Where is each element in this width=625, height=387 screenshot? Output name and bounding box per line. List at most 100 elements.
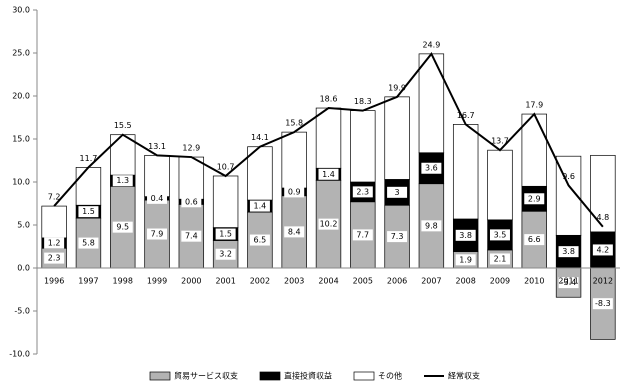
data-label: 3.8 bbox=[455, 229, 476, 241]
data-label: 17.9 bbox=[525, 101, 543, 110]
y-tick-label: 15.0 bbox=[12, 135, 30, 144]
x-tick-label: 1996 bbox=[44, 277, 64, 286]
data-label: 3.2 bbox=[219, 250, 232, 259]
data-label: 0.9 bbox=[284, 186, 305, 198]
data-label: 3 bbox=[387, 186, 408, 198]
data-label-box bbox=[249, 234, 270, 246]
data-label: 7.4 bbox=[181, 230, 202, 242]
data-label: 10.2 bbox=[318, 218, 339, 230]
x-tick-label: 2011 bbox=[558, 277, 578, 286]
data-label: 1.4 bbox=[254, 202, 267, 211]
data-label: 3.6 bbox=[425, 164, 438, 173]
data-label: 0.4 bbox=[147, 192, 168, 204]
data-label-box bbox=[284, 186, 305, 198]
y-tick-label: 30.0 bbox=[12, 6, 30, 15]
data-label: 2.3 bbox=[356, 187, 369, 196]
data-label: 2.3 bbox=[48, 254, 61, 263]
legend-swatch bbox=[259, 371, 281, 381]
line bbox=[53, 51, 604, 228]
data-label: 1.5 bbox=[215, 228, 236, 240]
data-label: 1.5 bbox=[82, 207, 95, 216]
data-label: 7.7 bbox=[356, 230, 369, 239]
data-label-box bbox=[387, 186, 408, 198]
data-label: 0.6 bbox=[181, 196, 202, 208]
data-label-box bbox=[318, 218, 339, 230]
x-tick-label: 2008 bbox=[455, 277, 475, 286]
y-tick-label: 5.0 bbox=[17, 221, 30, 230]
data-label-box bbox=[44, 252, 65, 264]
data-label: 1.4 bbox=[318, 168, 339, 180]
y-tick-label: -10.0 bbox=[9, 350, 30, 359]
data-label-box bbox=[592, 244, 613, 256]
data-label: 1.2 bbox=[48, 239, 61, 248]
data-label: 18.6 bbox=[320, 95, 338, 104]
data-label: 9.5 bbox=[112, 221, 133, 233]
data-label: 3.8 bbox=[459, 231, 472, 240]
data-label-box bbox=[112, 221, 133, 233]
data-label: 9.8 bbox=[421, 220, 442, 232]
bar-segment bbox=[247, 146, 273, 201]
y-tick-label: 10.0 bbox=[12, 178, 30, 187]
data-label: 7.4 bbox=[185, 232, 198, 241]
data-label: 4.8 bbox=[596, 213, 609, 222]
data-label-box bbox=[455, 229, 476, 241]
data-label: 0.4 bbox=[151, 194, 164, 203]
bar-segment bbox=[418, 53, 445, 154]
data-label-box bbox=[284, 226, 305, 238]
bar-segment bbox=[521, 113, 547, 187]
data-label-box bbox=[147, 228, 168, 240]
bar-segment bbox=[178, 156, 205, 200]
data-label: 15.8 bbox=[285, 119, 303, 128]
data-label: -3.4 bbox=[561, 278, 577, 287]
x-tick-label: 2004 bbox=[318, 277, 338, 286]
data-label: 6.6 bbox=[528, 235, 541, 244]
data-label-box bbox=[387, 231, 408, 243]
data-label: 2.1 bbox=[494, 254, 507, 263]
bar-segment bbox=[487, 149, 513, 221]
data-label: -8.3 bbox=[595, 299, 611, 308]
data-label: 0.9 bbox=[288, 187, 301, 196]
data-label: 3.5 bbox=[489, 229, 510, 241]
data-label: 2.9 bbox=[528, 194, 541, 203]
x-tick-label: 1998 bbox=[113, 277, 133, 286]
y-tick-label: 0.0 bbox=[17, 264, 30, 273]
data-label: 6.5 bbox=[249, 234, 270, 246]
data-label: 5.8 bbox=[78, 237, 99, 249]
y-tick-label: 20.0 bbox=[12, 92, 30, 101]
x-tick-label: 1999 bbox=[147, 277, 167, 286]
x-tick-label: 2001 bbox=[215, 277, 235, 286]
data-label: 1.3 bbox=[112, 175, 133, 187]
x-tick-label: 2007 bbox=[421, 277, 441, 286]
x-tick-label: 2003 bbox=[284, 277, 304, 286]
data-label: 1.5 bbox=[78, 206, 99, 218]
data-label: -8.3 bbox=[592, 298, 613, 310]
data-label: 7.9 bbox=[147, 228, 168, 240]
data-label: 3.8 bbox=[558, 246, 579, 258]
data-label-box bbox=[249, 200, 270, 212]
legend-label: その他 bbox=[378, 371, 402, 381]
data-label-box bbox=[181, 230, 202, 242]
y-tick-label: -5.0 bbox=[14, 307, 30, 316]
data-label-box bbox=[215, 228, 236, 240]
data-label-box bbox=[318, 168, 339, 180]
data-label: 6.6 bbox=[524, 234, 545, 246]
data-label: 1.4 bbox=[322, 170, 335, 179]
data-label: 13.7 bbox=[491, 137, 509, 146]
y-tick-label: 25.0 bbox=[12, 49, 30, 58]
data-label-box bbox=[489, 229, 510, 241]
data-label: 2.3 bbox=[352, 186, 373, 198]
data-label: 1.5 bbox=[219, 230, 232, 239]
bar-segment bbox=[384, 96, 410, 180]
data-label-box bbox=[524, 234, 545, 246]
bar-segment bbox=[452, 124, 479, 220]
data-label: 1.2 bbox=[44, 237, 65, 249]
data-label: 1.9 bbox=[459, 255, 472, 264]
data-label: 12.9 bbox=[182, 144, 200, 153]
bar-segment bbox=[350, 110, 376, 183]
data-label-box bbox=[592, 298, 613, 310]
data-label-box bbox=[489, 253, 510, 265]
legend-label: 貿易サービス収支 bbox=[174, 371, 238, 381]
data-label: 18.3 bbox=[354, 97, 372, 106]
legend-swatch bbox=[353, 371, 375, 381]
